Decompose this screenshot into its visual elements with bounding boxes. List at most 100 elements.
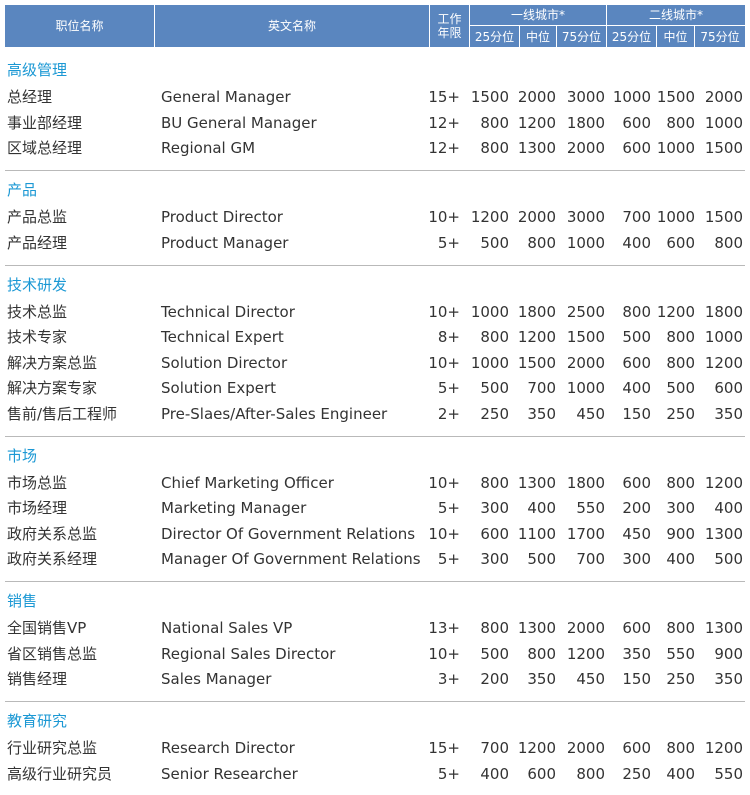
salary: 250 xyxy=(666,404,695,423)
salary: 500 xyxy=(666,379,695,397)
english-name: Director Of Government Relations xyxy=(161,524,416,543)
salary: 700 xyxy=(527,379,556,397)
english-name: Regional Sales Director xyxy=(161,644,336,663)
salary: 1000 xyxy=(656,139,695,157)
job-title: 事业部经理 xyxy=(7,113,83,132)
salary: 400 xyxy=(666,550,695,568)
years: 10+ xyxy=(428,302,460,321)
salary: 1500 xyxy=(704,208,743,226)
job-title: 全国销售VP xyxy=(7,619,87,637)
salary: 600 xyxy=(666,233,695,252)
salary: 500 xyxy=(527,550,556,568)
salary: 600 xyxy=(622,739,651,757)
english-name: Technical Expert xyxy=(161,328,284,346)
years: 15+ xyxy=(428,739,460,757)
salary: 1000 xyxy=(612,88,651,106)
years: 15+ xyxy=(428,88,460,106)
salary: 400 xyxy=(480,764,509,783)
salary: 1500 xyxy=(704,139,743,157)
salary: 800 xyxy=(480,139,509,157)
salary: 1300 xyxy=(517,619,556,637)
salary: 2000 xyxy=(517,88,556,106)
header-cell: 75分位 xyxy=(695,26,745,47)
years: 12+ xyxy=(428,139,460,157)
salary: 1200 xyxy=(470,208,509,226)
header-cell: 一线城市* xyxy=(470,5,606,25)
divider xyxy=(5,435,745,437)
years: 8+ xyxy=(437,328,460,346)
english-name: National Sales VP xyxy=(161,619,293,637)
job-title: 政府关系经理 xyxy=(7,550,98,568)
salary: 500 xyxy=(480,379,509,397)
salary: 1800 xyxy=(704,302,743,321)
salary: 350 xyxy=(527,404,556,423)
job-title: 高级行业研究员 xyxy=(7,764,113,783)
salary: 1000 xyxy=(656,208,695,226)
salary: 550 xyxy=(666,644,695,663)
salary: 800 xyxy=(666,113,695,132)
years: 5+ xyxy=(437,233,460,252)
salary: 600 xyxy=(622,473,651,492)
salary: 600 xyxy=(622,619,651,637)
salary: 800 xyxy=(527,233,556,252)
header-cell: 英文名称 xyxy=(155,5,429,47)
job-title: 行业研究总监 xyxy=(7,739,98,757)
years: 10+ xyxy=(428,644,460,663)
salary: 800 xyxy=(666,473,695,492)
years: 10+ xyxy=(428,524,460,543)
years: 5+ xyxy=(437,499,460,517)
salary: 1300 xyxy=(704,619,743,637)
salary: 350 xyxy=(527,670,556,688)
salary: 1000 xyxy=(566,233,605,252)
header-cell: 75分位 xyxy=(557,26,606,47)
years: 5+ xyxy=(437,550,460,568)
english-name: Research Director xyxy=(161,739,295,757)
divider xyxy=(5,581,745,582)
salary: 150 xyxy=(622,670,651,688)
header-cell: 二线城市* xyxy=(607,5,745,25)
job-title: 区域总经理 xyxy=(7,139,83,157)
job-title: 总经理 xyxy=(7,88,53,106)
section-title: 市场 xyxy=(7,446,38,465)
salary: 300 xyxy=(622,550,651,568)
salary: 800 xyxy=(622,302,651,321)
salary: 1800 xyxy=(517,302,556,321)
job-title: 技术总监 xyxy=(7,302,68,321)
salary: 1500 xyxy=(470,88,509,106)
salary: 2000 xyxy=(566,139,605,157)
salary: 3000 xyxy=(566,208,605,226)
divider xyxy=(5,170,745,171)
salary: 2000 xyxy=(566,353,605,372)
salary: 250 xyxy=(622,764,651,783)
english-name: Chief Marketing Officer xyxy=(161,473,334,492)
salary: 600 xyxy=(527,764,556,783)
salary: 400 xyxy=(666,764,695,783)
salary: 800 xyxy=(666,619,695,637)
english-name: Solution Director xyxy=(161,353,288,372)
salary: 1000 xyxy=(566,379,605,397)
salary: 200 xyxy=(480,670,509,688)
salary: 2500 xyxy=(566,302,605,321)
years: 13+ xyxy=(428,619,460,637)
salary: 450 xyxy=(622,524,651,543)
salary: 250 xyxy=(666,670,695,688)
section-title: 销售 xyxy=(7,592,38,610)
job-title: 市场总监 xyxy=(7,473,68,492)
salary: 1000 xyxy=(704,328,743,346)
salary: 1200 xyxy=(704,353,743,372)
salary: 900 xyxy=(714,644,743,663)
english-name: Sales Manager xyxy=(161,670,272,688)
english-name: Senior Researcher xyxy=(161,764,298,783)
salary: 200 xyxy=(622,499,651,517)
salary: 1200 xyxy=(704,739,743,757)
years: 12+ xyxy=(428,113,460,132)
section-title: 高级管理 xyxy=(7,61,68,79)
salary: 800 xyxy=(666,328,695,346)
job-title: 省区销售总监 xyxy=(7,644,98,663)
salary: 800 xyxy=(666,353,695,372)
years: 10+ xyxy=(428,473,460,492)
salary: 150 xyxy=(622,404,651,423)
english-name: Technical Director xyxy=(161,302,295,321)
salary: 1300 xyxy=(517,139,556,157)
salary: 1200 xyxy=(656,302,695,321)
